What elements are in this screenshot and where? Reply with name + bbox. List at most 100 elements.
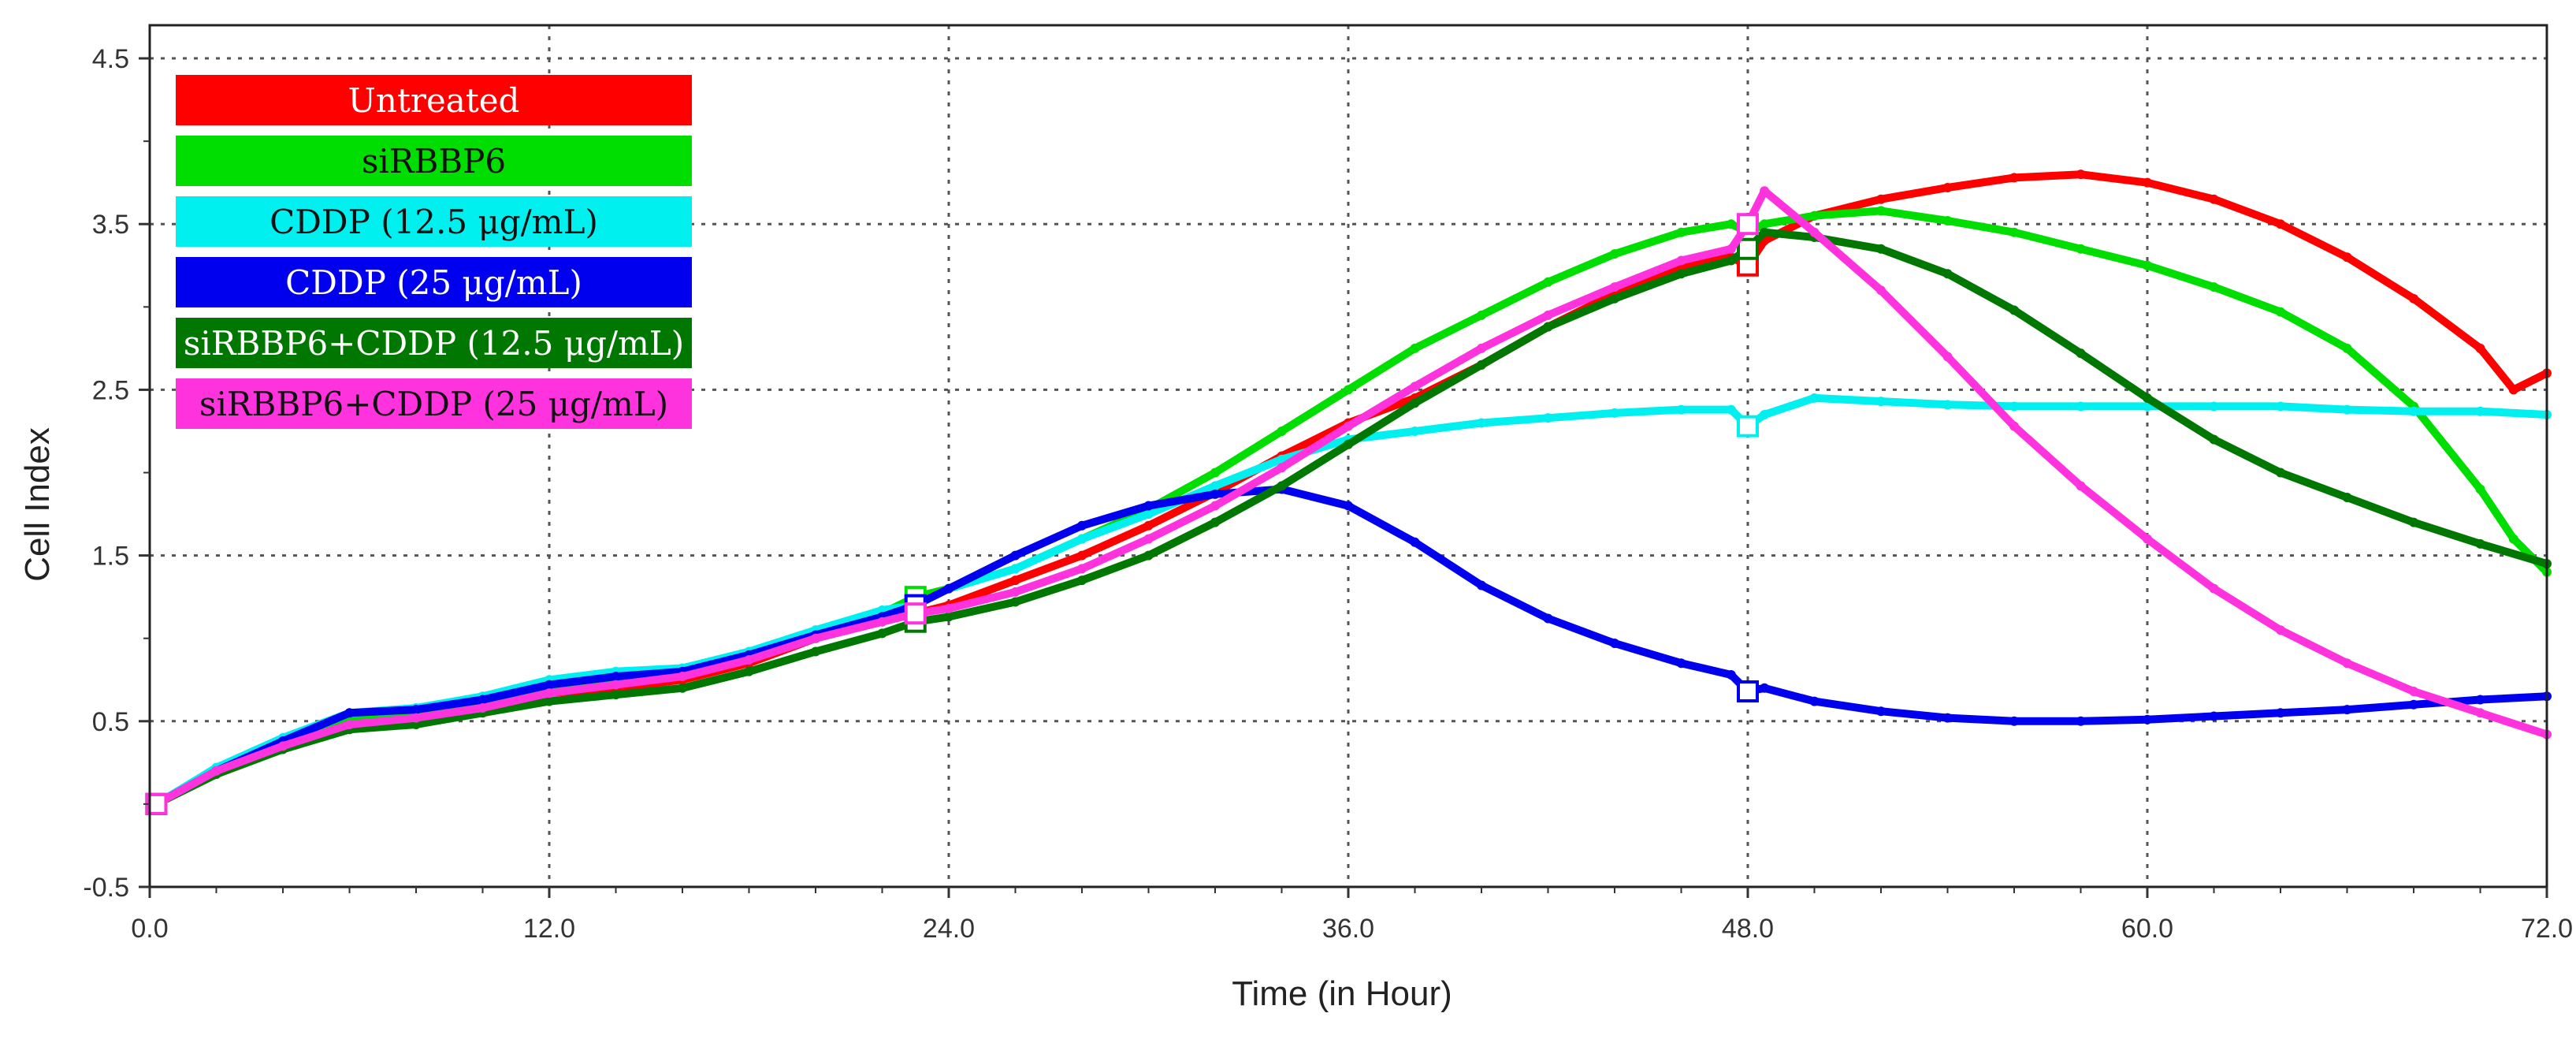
legend-item: CDDP (25 μg/mL) [176,257,692,307]
series-6 [145,186,2552,815]
data-point [278,741,288,751]
data-point [2209,583,2219,594]
data-point [2508,534,2518,544]
data-point [2475,343,2485,353]
data-point [1410,382,1420,392]
data-point [2209,282,2219,292]
data-point [1726,244,1736,254]
data-point [1610,249,1619,259]
data-point [211,765,221,776]
data-point [2076,244,2086,254]
data-point [1726,404,1736,415]
legend-swatch [176,136,692,186]
data-point [1676,227,1686,237]
data-point [2209,711,2219,721]
y-tick-label: 2.5 [92,375,129,405]
event-marker [1737,213,1759,236]
data-point [2342,252,2352,263]
data-point [944,583,953,594]
legend-label: siRBBP6 [362,142,506,181]
data-point [1760,186,1770,196]
data-point [1676,404,1686,415]
data-point [611,672,621,682]
data-point [2276,219,2285,229]
x-tick-label: 48.0 [1722,914,1774,944]
legend: Untreated siRBBP6 CDDP (12.5 μg/mL) CDDP (2… [176,75,692,429]
data-point [1543,413,1553,423]
data-point [2143,260,2152,270]
data-point [1477,310,1486,320]
data-point [2409,699,2418,710]
data-point [344,708,355,718]
data-point [2276,307,2285,317]
data-point [2475,538,2485,549]
data-point [1760,409,1770,419]
data-point [2009,421,2019,431]
data-point [1077,520,1087,531]
data-point [1809,227,1820,237]
legend-label: CDDP (25 μg/mL) [285,263,582,302]
data-point [1410,537,1420,547]
data-point [1410,426,1420,436]
data-point [1726,219,1736,229]
data-point [2076,348,2086,359]
x-tick-label: 0.0 [131,914,168,944]
legend-label: siRBBP6+CDDP (12.5 μg/mL) [184,324,684,363]
data-point [2409,686,2418,696]
data-point [1610,282,1619,292]
data-point [2342,404,2352,415]
data-point [1344,439,1353,449]
data-point [877,628,887,639]
y-tick-label: 3.5 [92,210,129,240]
y-tick-label: -0.5 [83,873,129,903]
event-marker [1737,680,1759,702]
legend-item: siRBBP6+CDDP (12.5 μg/mL) [176,318,692,368]
data-point [1410,398,1420,408]
data-point [1676,255,1686,266]
data-point [1143,509,1154,520]
data-point [1277,481,1287,491]
series-lines [145,169,2552,815]
y-tick-label: 1.5 [92,542,129,572]
data-point [1210,517,1220,527]
data-point [1942,269,1953,279]
event-marker [1737,237,1759,260]
data-point [1610,639,1619,649]
data-point [2009,173,2019,183]
x-axis-label: Time (in Hour) [1232,974,1452,1013]
data-point [1344,421,1353,431]
data-point [2076,481,2086,491]
legend-swatch [176,378,692,429]
legend-item: CDDP (12.5 μg/mL) [176,196,692,247]
data-point [1143,534,1154,544]
data-point [545,696,554,706]
data-point [2342,705,2352,715]
data-point [1760,219,1770,229]
legend-swatch [176,318,692,368]
data-point [611,690,621,700]
data-point [411,720,421,730]
legend-swatch [176,257,692,307]
data-point [411,705,421,715]
data-point [1543,322,1553,332]
legend-label: CDDP (12.5 μg/mL) [269,203,598,241]
data-point [1942,400,1953,410]
data-point [2475,406,2485,416]
data-point [2076,716,2086,726]
data-point [2276,708,2285,718]
data-point [344,720,355,730]
data-point [2475,484,2485,494]
data-point [1809,393,1820,403]
y-axis-label: Cell Index [18,427,57,582]
data-point [1010,564,1020,574]
data-point [1210,481,1220,491]
data-point [1344,501,1353,511]
data-point [1876,206,1886,216]
data-point [1676,658,1686,669]
series-line [152,393,2551,808]
series-line [152,485,2551,808]
y-tick-label: 0.5 [92,707,129,737]
data-point [1143,501,1154,511]
data-point [1726,255,1736,266]
